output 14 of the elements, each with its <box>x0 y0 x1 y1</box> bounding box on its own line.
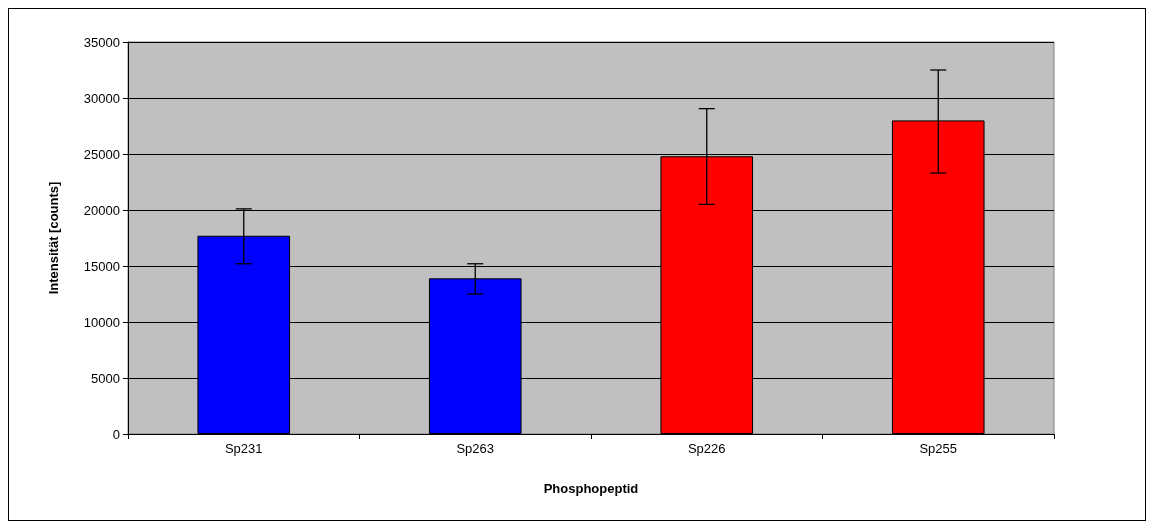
y-tick-label: 30000 <box>83 90 120 106</box>
x-tick-label: Sp226 <box>687 441 726 456</box>
y-tick-label: 20000 <box>83 202 120 218</box>
y-tick-label: 35000 <box>83 34 120 50</box>
y-axis-title: Intensität [counts] <box>46 181 61 295</box>
y-tick-label: 10000 <box>83 314 120 330</box>
y-tick-label: 25000 <box>83 146 120 162</box>
x-axis-title: Phosphopeptid <box>543 481 639 496</box>
x-tick-label: Sp255 <box>919 441 958 456</box>
y-tick-label: 0 <box>112 426 120 442</box>
y-tick-label: 5000 <box>91 370 120 386</box>
x-tick-label: Sp231 <box>224 441 263 456</box>
x-tick-label: Sp263 <box>456 441 495 456</box>
y-tick-label: 15000 <box>83 258 120 274</box>
